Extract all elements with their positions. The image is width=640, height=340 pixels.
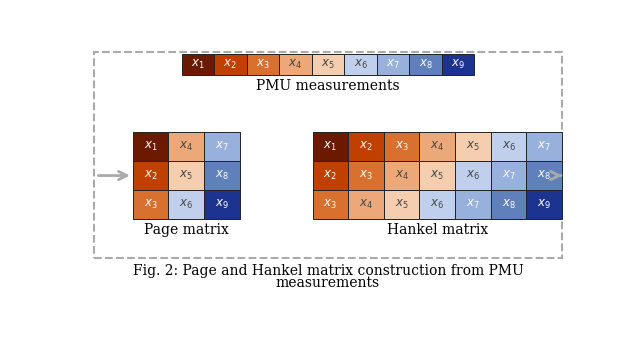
Text: $x_{1}$: $x_{1}$ <box>191 58 205 71</box>
Text: $x_{4}$: $x_{4}$ <box>289 58 303 71</box>
Text: $x_{3}$: $x_{3}$ <box>143 198 157 211</box>
Bar <box>348 161 384 190</box>
Text: $x_{4}$: $x_{4}$ <box>359 198 373 211</box>
Text: $x_{2}$: $x_{2}$ <box>323 169 337 182</box>
Bar <box>94 52 562 258</box>
Bar <box>168 190 204 219</box>
Bar <box>312 190 348 219</box>
Bar <box>384 132 419 161</box>
Bar <box>527 190 562 219</box>
Text: $x_{2}$: $x_{2}$ <box>223 58 237 71</box>
Bar <box>279 54 312 75</box>
Bar <box>348 190 384 219</box>
Text: $x_{5}$: $x_{5}$ <box>179 169 193 182</box>
Bar <box>410 54 442 75</box>
Text: PMU measurements: PMU measurements <box>256 79 400 92</box>
Bar <box>527 161 562 190</box>
Text: $x_{8}$: $x_{8}$ <box>419 58 433 71</box>
Text: measurements: measurements <box>276 276 380 290</box>
Text: $x_{3}$: $x_{3}$ <box>256 58 270 71</box>
Bar <box>132 161 168 190</box>
Bar <box>455 132 491 161</box>
Bar <box>182 54 214 75</box>
Bar <box>442 54 474 75</box>
Text: $x_{9}$: $x_{9}$ <box>537 198 551 211</box>
Text: $x_{7}$: $x_{7}$ <box>386 58 400 71</box>
Text: $x_{7}$: $x_{7}$ <box>538 140 551 153</box>
Text: $x_{5}$: $x_{5}$ <box>466 140 480 153</box>
Text: $x_{7}$: $x_{7}$ <box>466 198 480 211</box>
Text: $x_{6}$: $x_{6}$ <box>179 198 193 211</box>
Text: $x_{8}$: $x_{8}$ <box>502 198 516 211</box>
Bar <box>377 54 410 75</box>
Text: $x_{7}$: $x_{7}$ <box>502 169 515 182</box>
Text: $x_{3}$: $x_{3}$ <box>323 198 337 211</box>
Bar <box>312 132 348 161</box>
Text: $x_{2}$: $x_{2}$ <box>359 140 373 153</box>
Text: Fig. 2: Page and Hankel matrix construction from PMU: Fig. 2: Page and Hankel matrix construct… <box>132 264 524 278</box>
Bar <box>527 132 562 161</box>
Bar <box>348 132 384 161</box>
Text: $x_{5}$: $x_{5}$ <box>321 58 335 71</box>
Bar <box>204 132 239 161</box>
Bar <box>204 161 239 190</box>
Bar <box>168 132 204 161</box>
Text: Page matrix: Page matrix <box>144 223 228 237</box>
Text: $x_{9}$: $x_{9}$ <box>215 198 228 211</box>
Text: Hankel matrix: Hankel matrix <box>387 223 488 237</box>
Bar <box>132 190 168 219</box>
Bar <box>419 132 455 161</box>
Text: $x_{2}$: $x_{2}$ <box>143 169 157 182</box>
Text: $x_{4}$: $x_{4}$ <box>395 169 409 182</box>
Bar <box>344 54 377 75</box>
Bar <box>312 161 348 190</box>
Text: $x_{3}$: $x_{3}$ <box>395 140 408 153</box>
Text: $x_{9}$: $x_{9}$ <box>451 58 465 71</box>
Text: $x_{1}$: $x_{1}$ <box>323 140 337 153</box>
Text: $x_{4}$: $x_{4}$ <box>430 140 444 153</box>
Bar <box>419 161 455 190</box>
Text: $x_{5}$: $x_{5}$ <box>430 169 444 182</box>
Bar <box>491 161 526 190</box>
Text: $x_{6}$: $x_{6}$ <box>466 169 480 182</box>
Text: $x_{6}$: $x_{6}$ <box>353 58 367 71</box>
Bar <box>384 190 419 219</box>
Text: $x_{5}$: $x_{5}$ <box>395 198 408 211</box>
Text: $x_{8}$: $x_{8}$ <box>215 169 228 182</box>
Bar <box>214 54 246 75</box>
Bar <box>419 190 455 219</box>
Bar <box>246 54 279 75</box>
Text: $x_{4}$: $x_{4}$ <box>179 140 193 153</box>
Bar <box>384 161 419 190</box>
Text: $x_{1}$: $x_{1}$ <box>143 140 157 153</box>
Bar <box>168 161 204 190</box>
Bar <box>312 54 344 75</box>
Bar <box>132 132 168 161</box>
Bar <box>455 161 491 190</box>
Bar <box>491 190 526 219</box>
Text: $x_{7}$: $x_{7}$ <box>215 140 228 153</box>
Text: $x_{3}$: $x_{3}$ <box>359 169 373 182</box>
Bar <box>204 190 239 219</box>
Text: $x_{6}$: $x_{6}$ <box>502 140 516 153</box>
Bar <box>455 190 491 219</box>
Bar <box>491 132 526 161</box>
Text: $x_{8}$: $x_{8}$ <box>537 169 551 182</box>
Text: $x_{6}$: $x_{6}$ <box>430 198 444 211</box>
